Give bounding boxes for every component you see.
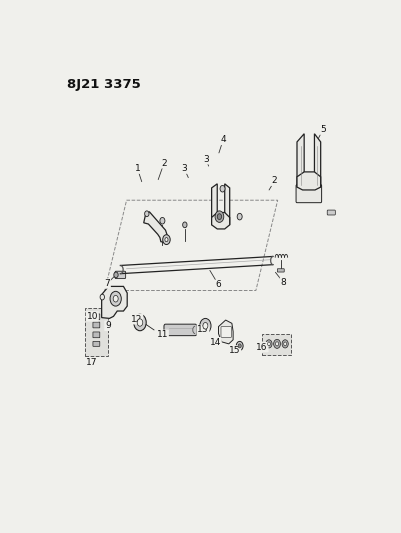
- Text: 15: 15: [228, 346, 240, 355]
- Circle shape: [267, 342, 270, 346]
- Circle shape: [237, 213, 241, 220]
- Circle shape: [110, 292, 121, 306]
- Circle shape: [164, 238, 168, 241]
- Circle shape: [113, 272, 118, 278]
- Circle shape: [237, 344, 241, 348]
- Circle shape: [160, 217, 164, 224]
- Text: 8J21 3375: 8J21 3375: [67, 78, 141, 91]
- Circle shape: [144, 211, 149, 216]
- Circle shape: [134, 314, 146, 330]
- FancyBboxPatch shape: [115, 271, 126, 279]
- Text: 2: 2: [271, 176, 277, 185]
- Circle shape: [273, 340, 280, 349]
- Text: 7: 7: [104, 279, 110, 288]
- Bar: [261, 334, 290, 356]
- Circle shape: [265, 340, 271, 348]
- FancyBboxPatch shape: [277, 269, 284, 272]
- Polygon shape: [211, 213, 229, 229]
- Text: 5: 5: [319, 125, 325, 134]
- FancyBboxPatch shape: [326, 210, 334, 215]
- Text: 13: 13: [196, 326, 208, 334]
- Text: 16: 16: [256, 343, 267, 352]
- Polygon shape: [101, 286, 127, 318]
- Text: 12: 12: [131, 314, 142, 324]
- Text: 11: 11: [156, 330, 168, 340]
- Circle shape: [182, 222, 186, 228]
- Text: 9: 9: [105, 321, 111, 330]
- FancyBboxPatch shape: [93, 332, 99, 338]
- FancyBboxPatch shape: [93, 342, 99, 346]
- Text: 1: 1: [134, 164, 140, 173]
- Text: 4: 4: [220, 135, 225, 144]
- Circle shape: [137, 319, 142, 326]
- Circle shape: [113, 295, 118, 302]
- Text: 8: 8: [280, 278, 286, 287]
- Circle shape: [215, 211, 223, 222]
- Text: 10: 10: [86, 312, 98, 321]
- Polygon shape: [211, 184, 229, 225]
- Text: 3: 3: [181, 164, 186, 173]
- Circle shape: [283, 342, 286, 346]
- Circle shape: [162, 235, 170, 245]
- Circle shape: [219, 185, 225, 192]
- Polygon shape: [296, 172, 320, 190]
- Text: 17: 17: [86, 358, 97, 367]
- Polygon shape: [296, 134, 320, 187]
- FancyBboxPatch shape: [164, 324, 196, 336]
- FancyBboxPatch shape: [295, 184, 321, 203]
- Polygon shape: [218, 320, 233, 344]
- FancyBboxPatch shape: [93, 322, 99, 328]
- Circle shape: [100, 294, 104, 300]
- FancyBboxPatch shape: [221, 327, 231, 337]
- Circle shape: [282, 340, 288, 348]
- FancyBboxPatch shape: [93, 314, 99, 320]
- Text: 6: 6: [215, 280, 221, 289]
- Circle shape: [275, 342, 278, 346]
- Text: 2: 2: [161, 159, 166, 168]
- Text: 14: 14: [209, 338, 221, 347]
- Polygon shape: [144, 212, 168, 243]
- Circle shape: [217, 214, 221, 220]
- Circle shape: [236, 342, 243, 350]
- Circle shape: [203, 322, 207, 329]
- Text: 3: 3: [203, 155, 209, 164]
- Circle shape: [199, 318, 211, 333]
- Bar: [84, 308, 108, 356]
